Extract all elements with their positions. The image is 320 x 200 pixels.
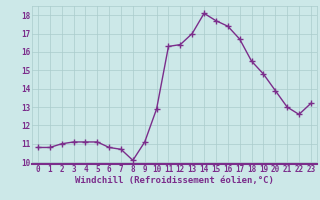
X-axis label: Windchill (Refroidissement éolien,°C): Windchill (Refroidissement éolien,°C) xyxy=(75,176,274,185)
